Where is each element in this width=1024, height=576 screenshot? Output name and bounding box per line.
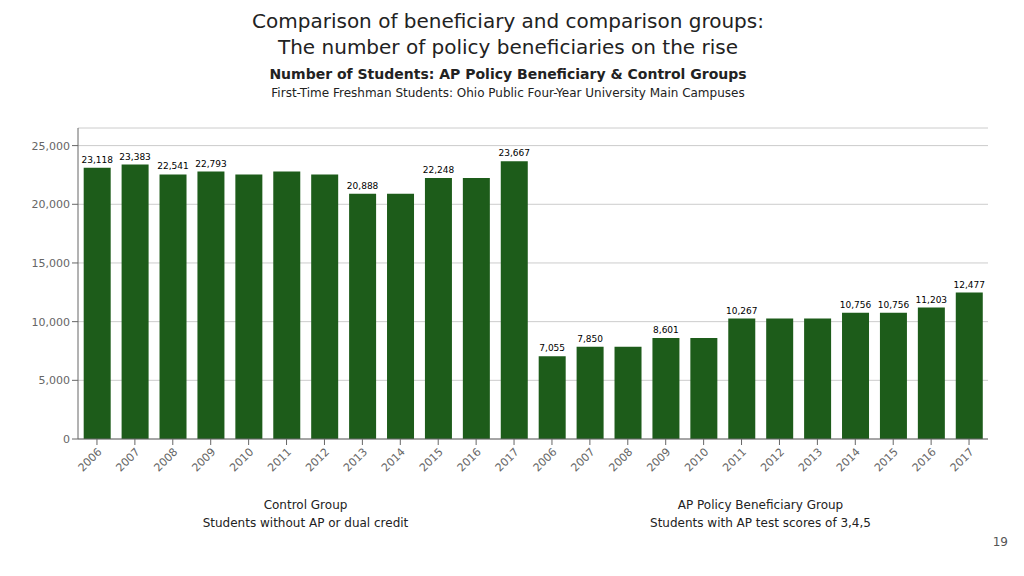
svg-text:23,383: 23,383 — [119, 152, 151, 162]
html-text:Number of Students: AP Policy: Number of Students: AP Policy Beneficiar… — [269, 66, 747, 82]
svg-text:10,756: 10,756 — [878, 300, 910, 310]
svg-text:2016: 2016 — [910, 445, 939, 474]
svg-text:2006: 2006 — [531, 445, 560, 474]
svg-text:22,248: 22,248 — [423, 165, 455, 175]
svg-text:10,756: 10,756 — [840, 300, 872, 310]
svg-text:2010: 2010 — [227, 445, 256, 474]
svg-text:2007: 2007 — [569, 445, 598, 474]
svg-text:2008: 2008 — [606, 445, 635, 474]
html-text:19: 19 — [992, 535, 1008, 549]
svg-text:2006: 2006 — [76, 445, 105, 474]
svg-text:2015: 2015 — [872, 445, 901, 474]
svg-text:2017: 2017 — [948, 445, 977, 474]
svg-text:2008: 2008 — [151, 445, 180, 474]
svg-text:20,000: 20,000 — [32, 198, 71, 211]
svg-text:8,601: 8,601 — [653, 325, 679, 335]
svg-text:20,888: 20,888 — [347, 181, 379, 191]
svg-text:22,793: 22,793 — [195, 159, 227, 169]
svg-text:11,203: 11,203 — [916, 295, 948, 305]
html-text:Control Group: Control Group — [263, 498, 348, 512]
svg-text:15,000: 15,000 — [32, 257, 71, 270]
svg-text:5,000: 5,000 — [39, 374, 71, 387]
svg-text:0: 0 — [63, 433, 70, 446]
svg-text:2011: 2011 — [720, 445, 749, 474]
html-text:Students without AP or dual cr: Students without AP or dual credit — [202, 516, 409, 530]
svg-text:7,055: 7,055 — [539, 343, 565, 353]
svg-text:2010: 2010 — [682, 445, 711, 474]
svg-text:2016: 2016 — [455, 445, 484, 474]
svg-text:12,477: 12,477 — [954, 280, 986, 290]
svg-text:2014: 2014 — [834, 445, 863, 474]
svg-text:2011: 2011 — [265, 445, 294, 474]
svg-text:2007: 2007 — [114, 445, 143, 474]
svg-text:25,000: 25,000 — [32, 140, 71, 153]
svg-text:2014: 2014 — [379, 445, 408, 474]
svg-text:2017: 2017 — [493, 445, 522, 474]
svg-text:2009: 2009 — [644, 445, 673, 474]
html-text:First-Time Freshman Students:: First-Time Freshman Students: Ohio Publi… — [271, 86, 745, 100]
svg-text:2013: 2013 — [796, 445, 825, 474]
html-text:Students with AP test scores o: Students with AP test scores of 3,4,5 — [650, 516, 871, 530]
html-text:AP Policy Beneficiary Group: AP Policy Beneficiary Group — [677, 498, 844, 512]
svg-text:23,667: 23,667 — [499, 148, 531, 158]
svg-text:10,000: 10,000 — [32, 316, 71, 329]
svg-text:2009: 2009 — [189, 445, 218, 474]
svg-text:2012: 2012 — [303, 445, 332, 474]
html-text:The number of policy beneficia: The number of policy beneficiaries on th… — [278, 35, 738, 59]
svg-text:2013: 2013 — [341, 445, 370, 474]
svg-text:2012: 2012 — [758, 445, 787, 474]
html-text:Comparison of beneficiary and: Comparison of beneficiary and comparison… — [252, 9, 764, 33]
svg-text:2015: 2015 — [417, 445, 446, 474]
svg-text:23,118: 23,118 — [81, 155, 113, 165]
svg-text:10,267: 10,267 — [726, 306, 758, 316]
svg-text:7,850: 7,850 — [577, 334, 603, 344]
svg-text:22,541: 22,541 — [157, 161, 189, 171]
